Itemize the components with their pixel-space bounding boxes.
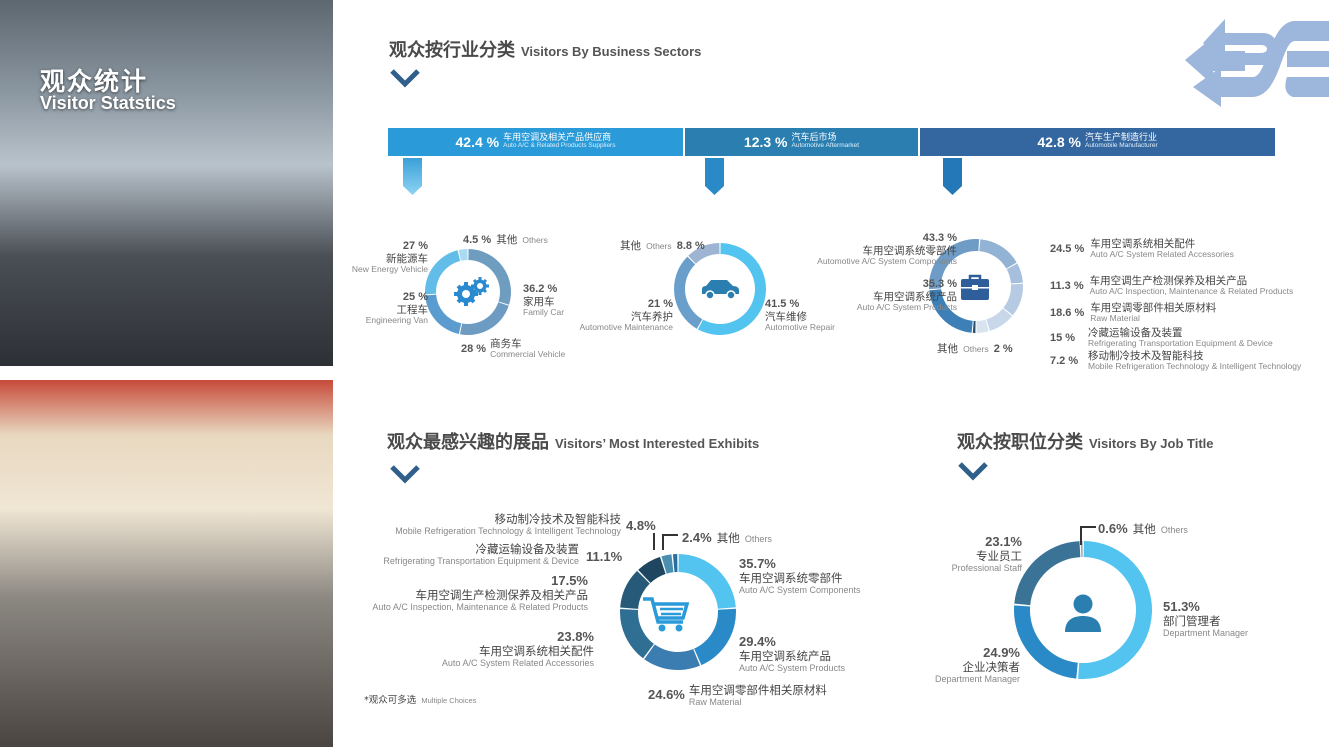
label-engineering-van: 25 % 工程车 Engineering Van: [365, 291, 428, 325]
label-new-energy: 27 % 新能源车 New Energy Vehicle: [351, 240, 428, 274]
chevron-down-icon: [958, 462, 988, 481]
label-others: 2.4% 其他 Others: [682, 530, 772, 545]
label-refrigerating-pct: 11.1%: [586, 549, 623, 564]
label-decision-maker: 24.9% 企业决策者 Department Manager: [934, 645, 1020, 685]
label-components: 43.3 % 车用空调系统零部件 Automotive A/C System Com…: [817, 232, 957, 266]
donut-slice: [458, 249, 468, 261]
label-components: 35.7% 车用空调系统零部件 Auto A/C System Components: [739, 556, 861, 596]
label-maintenance: 21 % 汽车养护 Automotive Maintenance: [579, 298, 673, 332]
briefcase-icon: [961, 274, 989, 300]
label-refrigerating: 15 % 冷藏运输设备及装置 Refrigerating Transportatio…: [1050, 327, 1273, 349]
gears-icon: [454, 277, 489, 306]
expo-photo-bottom: [0, 380, 333, 747]
label-mobile-refrigeration-pct: 4.8%: [626, 518, 656, 533]
donut-slice: [638, 556, 666, 583]
donut-slice: [661, 554, 674, 574]
donut-slice: [644, 644, 700, 671]
label-others: 其他 Others 2 %: [937, 343, 1013, 355]
page-subtitle: Visitor Statstics: [40, 93, 176, 113]
label-system-products: 35.3 % 车用空调系统产品 Auto A/C System Products: [856, 278, 957, 312]
section-title-business: 观众按行业分类 Visitors By Business Sectors: [389, 40, 702, 61]
footnote: *观众可多选 Multiple Choices: [364, 695, 477, 706]
label-raw-material: 24.6% 车用空调零部件相关原材料 Raw Material: [648, 683, 827, 708]
sector-bar-aftermarket: 12.3 % 汽车后市场 Automotive Aftermarket: [685, 128, 918, 156]
leader-line: [1080, 526, 1096, 545]
donut-slice: [979, 239, 1017, 269]
label-mobile-refrigeration: 移动制冷技术及智能科技 Mobile Refrigeration Technolo…: [395, 512, 621, 537]
label-refrigerating: 冷藏运输设备及装置 Refrigerating Transportation Eq…: [383, 542, 579, 567]
label-others: 4.5 % 其他 Others: [463, 234, 548, 246]
label-inspection: 17.5% 车用空调生产检测保养及相关产品 Auto A/C Inspection,…: [372, 573, 588, 613]
label-professional-staff: 23.1% 专业员工 Professional Staff: [951, 534, 1022, 574]
car-icon: [702, 280, 739, 300]
sector-bar-suppliers: 42.4 % 车用空调及相关产品供应商 Auto A/C & Related Pro…: [388, 128, 683, 156]
label-commercial: 28 % 商务车 Commercial Vehicle: [461, 338, 566, 360]
label-department-manager: 51.3% 部门管理者 Department Manager: [1163, 599, 1249, 639]
donut-slice: [972, 320, 976, 333]
section-title-exhibits: 观众最感兴趣的展品 Visitors’ Most Interested Exhib…: [387, 432, 760, 453]
label-accessories: 23.8% 车用空调系统相关配件 Auto A/C System Related A…: [441, 629, 594, 669]
donut-slice: [673, 256, 703, 329]
donut-slice: [976, 319, 989, 333]
donut-slice: [1006, 263, 1023, 284]
label-mobile-refrigeration: 7.2 % 移动制冷技术及智能科技 Mobile Refrigeration Tec…: [1050, 350, 1302, 372]
shopping-cart-icon: [643, 597, 689, 632]
donut-slice: [1003, 283, 1024, 316]
donut-slice: [672, 554, 678, 573]
label-repair: 41.5 % 汽车维修 Automotive Repair: [765, 298, 835, 332]
person-icon: [1065, 594, 1101, 632]
label-system-products: 29.4% 车用空调系统产品 Auto A/C System Products: [739, 634, 846, 674]
donut-slice: [986, 308, 1013, 331]
section-title-job: 观众按职位分类 Visitors By Job Title: [957, 432, 1214, 453]
pointer-marker-icon: [403, 158, 422, 195]
expo-photo-top: [0, 0, 333, 366]
label-raw-material: 18.6 % 车用空调零部件相关原材料 Raw Material: [1050, 302, 1217, 324]
label-others: 0.6% 其他 Others: [1098, 521, 1188, 536]
label-family-car: 36.2 % 家用车 Family Car: [523, 283, 565, 317]
donut-slice: [459, 302, 509, 335]
donut-slice: [694, 608, 736, 666]
page-title: 观众统计: [40, 67, 149, 96]
pointer-marker-icon: [943, 158, 962, 195]
label-others: 其他 Others 8.8 %: [620, 240, 705, 252]
arrows-logo-icon: [1185, 19, 1329, 107]
label-inspection: 11.3 % 车用空调生产检测保养及相关产品 Auto A/C Inspection…: [1050, 275, 1294, 297]
chevron-down-icon: [390, 465, 420, 484]
pointer-marker-icon: [705, 158, 724, 195]
sector-bar-manufacturer: 42.8 % 汽车生产制造行业 Automobile Manufacturer: [920, 128, 1275, 156]
chevron-down-icon: [390, 69, 420, 88]
leader-lines: [653, 533, 678, 550]
label-accessories: 24.5 % 车用空调系统相关配件 Auto A/C System Related …: [1050, 238, 1234, 260]
